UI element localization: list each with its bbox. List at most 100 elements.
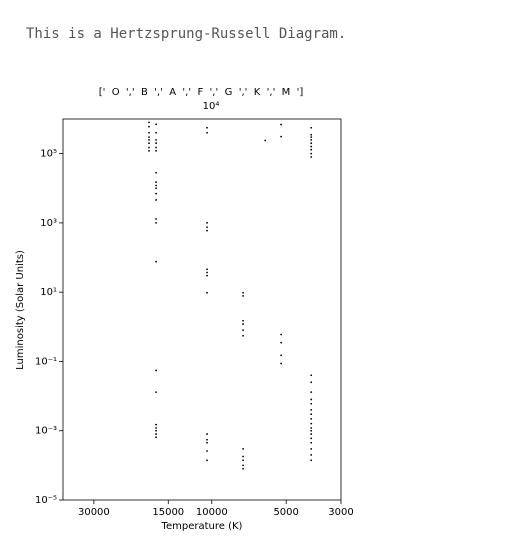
top-axis-label: [' O ',' B ',' A ',' F ',' G ',' K ',' M…: [99, 87, 304, 98]
star-point: [148, 149, 150, 152]
x-tick-label: 10000: [196, 507, 228, 518]
x-tick-label: 3000: [328, 507, 353, 518]
star-point: [155, 181, 158, 184]
star-point: [310, 138, 313, 141]
y-tick-label: 10⁵: [40, 149, 57, 160]
star-point: [264, 139, 267, 142]
star-point: [206, 433, 208, 435]
star-point: [148, 142, 150, 145]
cell-output-text: This is a Hertzsprung-Russell Diagram.: [26, 26, 347, 42]
star-point: [310, 136, 313, 139]
star-point: [206, 226, 208, 229]
star-point: [280, 341, 283, 344]
star-point: [310, 145, 313, 148]
star-point: [310, 413, 313, 416]
star-point: [155, 138, 158, 141]
star-point: [310, 422, 313, 425]
star-point: [310, 427, 313, 429]
star-point: [155, 192, 158, 195]
star-point: [155, 427, 158, 429]
star-point: [155, 149, 158, 152]
star-point: [242, 459, 244, 462]
star-point: [242, 467, 244, 470]
x-axis-label: Temperature (K): [161, 521, 243, 532]
star-point: [206, 131, 208, 134]
star-point: [280, 123, 283, 126]
star-point: [242, 319, 244, 322]
star-point: [310, 148, 313, 151]
y-axis-label: Luminosity (Solar Units): [15, 250, 26, 370]
y-tick-label: 10³: [40, 218, 57, 229]
star-point: [148, 131, 150, 134]
star-point: [148, 121, 150, 124]
star-point: [206, 441, 208, 444]
star-point: [310, 441, 313, 444]
star-point: [310, 381, 313, 384]
star-point: [155, 369, 158, 372]
y-tick-label: 10¹: [40, 287, 57, 298]
star-point: [310, 374, 313, 377]
star-point: [310, 454, 313, 456]
star-point: [310, 126, 313, 129]
star-point: [206, 438, 208, 441]
star-point: [310, 402, 313, 405]
star-point: [155, 131, 158, 134]
star-point: [242, 464, 244, 467]
star-point: [242, 291, 244, 294]
star-point: [310, 391, 313, 394]
star-point: [206, 271, 208, 274]
star-point: [206, 222, 208, 224]
star-point: [310, 429, 313, 432]
star-point: [148, 125, 150, 128]
plot-frame: [62, 118, 342, 501]
star-point: [280, 135, 283, 138]
star-point: [206, 459, 208, 462]
star-point: [310, 433, 313, 435]
star-point: [310, 152, 313, 155]
star-point: [310, 408, 313, 411]
star-point: [242, 334, 244, 337]
star-point: [310, 459, 313, 462]
star-point: [155, 391, 158, 394]
star-point: [155, 187, 158, 190]
star-point: [155, 171, 158, 174]
star-point: [242, 447, 244, 450]
star-point: [280, 354, 283, 357]
x-tick-label: 5000: [273, 507, 298, 518]
top-axis-offset: 10⁴: [203, 101, 220, 112]
y-tick-label: 10⁻³: [35, 426, 57, 437]
star-point: [155, 142, 158, 145]
star-point: [155, 123, 158, 126]
star-point: [206, 274, 208, 277]
star-point: [206, 268, 208, 271]
star-point: [155, 222, 158, 224]
star-point: [310, 417, 313, 420]
star-point: [155, 146, 158, 149]
x-tick-label: 15000: [152, 507, 184, 518]
star-point: [310, 398, 313, 401]
star-point: [155, 260, 158, 263]
star-point: [155, 433, 158, 435]
star-point: [155, 429, 158, 432]
y-tick-label: 10⁻⁵: [35, 495, 57, 506]
star-point: [206, 291, 208, 294]
star-point: [310, 447, 313, 450]
star-point: [206, 450, 208, 452]
star-point: [206, 126, 208, 129]
star-point: [242, 329, 244, 332]
star-point: [310, 437, 313, 440]
star-point: [242, 295, 244, 297]
star-point: [280, 333, 283, 336]
star-point: [310, 142, 313, 145]
star-point: [148, 138, 150, 141]
star-point: [148, 136, 150, 139]
star-point: [155, 184, 158, 187]
y-tick-label: 10⁻¹: [35, 356, 57, 367]
star-point: [280, 362, 283, 365]
star-point: [310, 156, 313, 158]
star-point: [155, 199, 158, 201]
star-point: [206, 229, 208, 232]
star-point: [155, 218, 158, 220]
star-point: [155, 423, 158, 426]
